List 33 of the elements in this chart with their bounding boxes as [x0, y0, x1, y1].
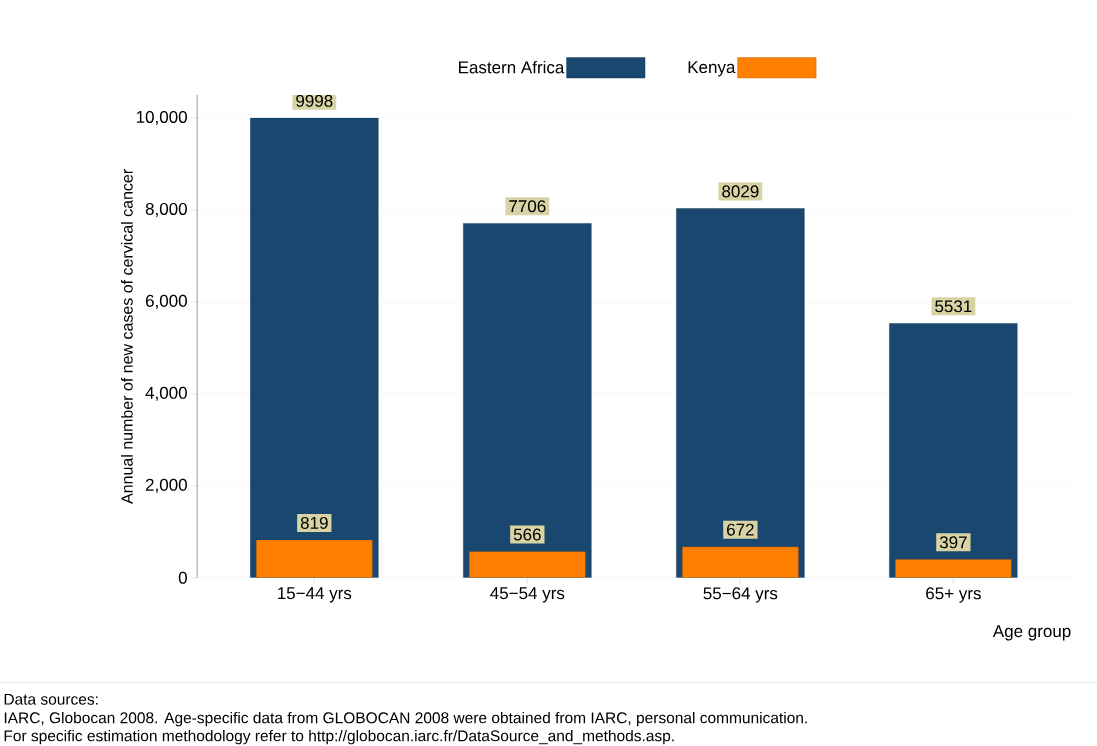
- text: For specific estimation methodology refer to http://globocan.iarc.fr/DataSource_and_methods.asp.: [4, 730, 674, 745]
- data-label: 5531: [935, 300, 972, 313]
- y-tick-label: 0: [178, 571, 187, 584]
- x-tick-label: 65+ yrs: [926, 587, 981, 603]
- x-tick-label: 45−54 yrs: [490, 587, 565, 603]
- legend-label: Eastern Africa: [459, 61, 565, 74]
- data-label: 566: [513, 528, 541, 541]
- bar: [676, 208, 805, 578]
- text: IARC, Globocan 2008. Age-specific data from GLOBOCAN 2008 were obtained from IARC, personal communication.: [4, 712, 807, 727]
- x-tick-label: 55−64 yrs: [703, 587, 778, 603]
- data-label: 9998: [296, 94, 333, 107]
- bar: [895, 559, 1012, 578]
- bar: [889, 323, 1018, 578]
- x-axis-title: Age group: [992, 625, 1071, 641]
- bar: [256, 540, 373, 578]
- y-tick-label: 6,000: [145, 295, 187, 310]
- bar: [463, 223, 592, 578]
- data-label: 7706: [509, 200, 546, 213]
- data-label: 8029: [722, 185, 759, 198]
- bar: [682, 546, 799, 578]
- bar: [469, 551, 586, 578]
- x-tick-label: 15−44 yrs: [278, 587, 352, 603]
- y-tick-label: 2,000: [145, 478, 187, 493]
- y-tick-label: 4,000: [145, 386, 187, 402]
- y-tick-label: 10,000: [136, 111, 187, 126]
- legend-label: Kenya: [688, 61, 736, 77]
- data-label: 672: [727, 523, 754, 536]
- bar: [250, 117, 379, 578]
- text: Data sources:: [4, 694, 98, 705]
- y-tick-label: 8,000: [145, 203, 187, 218]
- data-label: 819: [300, 517, 328, 530]
- y-axis-title: Annual number of new cases of cervical cancer: [121, 169, 133, 505]
- data-label: 397: [939, 536, 967, 549]
